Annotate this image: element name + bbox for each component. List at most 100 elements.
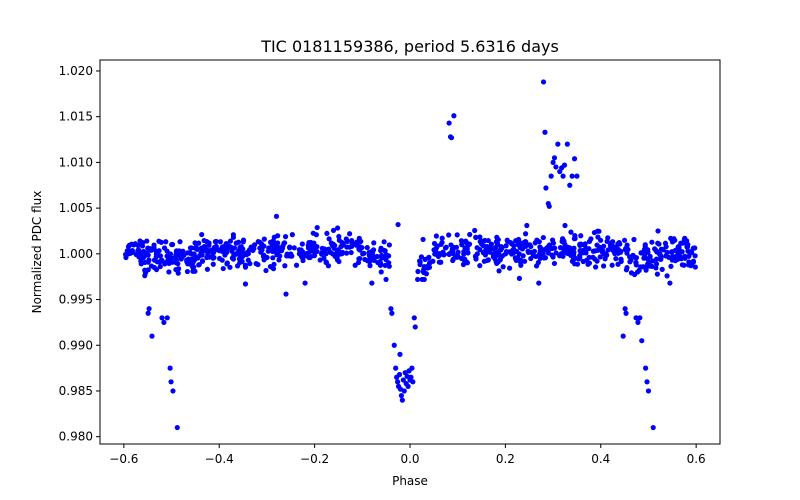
y-tick-label: 0.990	[59, 338, 93, 352]
data-point	[274, 243, 280, 249]
data-point	[658, 256, 664, 262]
data-point	[326, 236, 332, 242]
data-point	[161, 319, 167, 325]
data-point	[482, 252, 489, 258]
data-point	[514, 248, 520, 255]
data-point	[643, 365, 649, 371]
data-point	[562, 222, 568, 229]
y-tick-label: 1.005	[59, 201, 93, 215]
data-point	[420, 236, 426, 243]
data-point	[560, 173, 566, 179]
data-point	[242, 281, 249, 287]
data-point	[395, 379, 401, 385]
data-point	[644, 379, 650, 385]
data-point	[231, 245, 238, 251]
data-point	[210, 255, 216, 261]
data-point	[586, 254, 592, 260]
data-point	[520, 240, 526, 246]
data-point	[426, 264, 433, 270]
data-point	[458, 238, 465, 244]
data-point	[418, 254, 425, 260]
data-point	[369, 280, 375, 286]
data-point	[637, 315, 643, 321]
data-point	[632, 254, 638, 260]
data-point	[125, 244, 132, 250]
data-point	[158, 239, 164, 245]
data-point	[654, 271, 661, 277]
data-point	[569, 173, 575, 179]
x-axis-label: Phase	[392, 474, 428, 488]
y-tick-label: 0.995	[59, 293, 93, 307]
data-point	[627, 259, 633, 265]
data-point	[199, 231, 205, 238]
data-point	[139, 243, 146, 249]
data-point	[551, 155, 558, 161]
data-point	[138, 258, 144, 264]
data-point	[368, 257, 374, 263]
data-point	[308, 239, 314, 246]
data-point	[461, 249, 467, 255]
y-tick-label: 1.020	[59, 64, 93, 78]
data-point	[572, 232, 578, 239]
data-point	[408, 374, 414, 380]
data-point	[412, 324, 418, 330]
data-point	[310, 230, 316, 236]
data-point	[602, 256, 608, 262]
data-point	[378, 269, 384, 275]
data-point	[145, 310, 151, 316]
data-point	[564, 250, 570, 256]
data-point	[515, 241, 521, 248]
data-point	[571, 156, 578, 162]
data-point	[613, 256, 619, 262]
data-point	[643, 267, 649, 273]
y-axis-ticks: 0.980 0.985 0.990 0.995 1.000 1.005 1.010 1.015…	[59, 64, 100, 444]
data-point	[248, 246, 254, 252]
data-point	[356, 256, 362, 262]
data-point	[500, 264, 506, 270]
data-point	[138, 251, 144, 257]
data-point	[415, 268, 421, 275]
data-point	[631, 236, 637, 243]
data-point	[240, 239, 246, 245]
data-point	[666, 254, 672, 260]
data-point	[334, 257, 340, 263]
data-point	[165, 258, 171, 264]
data-point	[386, 253, 392, 259]
data-point	[374, 253, 380, 260]
data-point	[517, 257, 524, 263]
data-point	[400, 377, 406, 383]
data-point	[490, 254, 496, 260]
data-point	[577, 248, 583, 254]
data-point	[459, 242, 465, 248]
data-points	[122, 79, 698, 431]
data-point	[143, 252, 150, 258]
data-point	[216, 255, 223, 262]
data-point	[149, 333, 155, 339]
data-point	[650, 424, 656, 431]
data-point	[386, 242, 392, 248]
data-point	[343, 236, 349, 242]
data-point	[194, 246, 200, 252]
data-point	[633, 315, 639, 321]
data-point	[242, 264, 249, 270]
data-point	[343, 250, 350, 256]
data-point	[655, 228, 661, 234]
data-point	[235, 239, 242, 245]
data-point	[153, 251, 159, 257]
data-point	[532, 240, 538, 246]
data-point	[542, 129, 548, 135]
data-point	[348, 249, 354, 256]
data-point	[623, 247, 630, 254]
data-point	[668, 235, 674, 242]
data-point	[277, 253, 283, 259]
data-point	[692, 253, 698, 259]
data-point	[448, 135, 455, 141]
data-point	[572, 255, 578, 261]
data-point	[557, 245, 564, 251]
x-tick-label: 0.2	[496, 452, 515, 466]
data-point	[549, 245, 555, 252]
data-point	[287, 245, 293, 251]
data-point	[432, 251, 439, 257]
data-point	[493, 248, 499, 255]
data-point	[174, 424, 180, 431]
